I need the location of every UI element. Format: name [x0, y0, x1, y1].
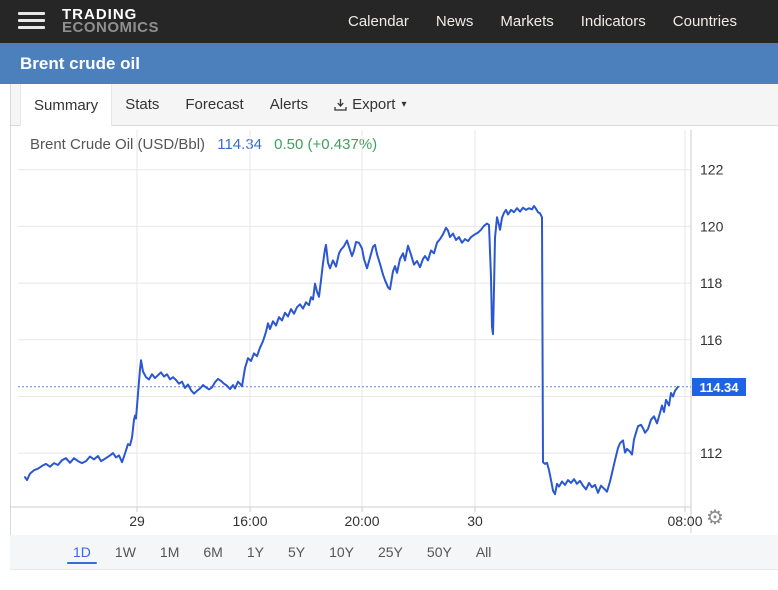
y-axis-label: 122: [700, 162, 724, 178]
range-5y[interactable]: 5Y: [287, 544, 306, 560]
trading-economics-logo[interactable]: TRADING ECONOMICS: [62, 6, 160, 36]
x-axis-label: 08:00: [667, 513, 702, 529]
tab-stats[interactable]: Stats: [112, 84, 172, 125]
range-selector: 1D 1W 1M 6M 1Y 5Y 10Y 25Y 50Y All: [10, 535, 778, 570]
content-panel: Summary Stats Forecast Alerts Export ▾: [10, 84, 778, 570]
tab-summary[interactable]: Summary: [20, 84, 113, 126]
main-nav: Calendar News Markets Indicators Countri…: [348, 0, 737, 43]
page-title: Brent crude oil: [20, 54, 140, 73]
tab-export[interactable]: Export ▾: [321, 84, 419, 125]
tab-summary-label: Summary: [34, 96, 99, 114]
nav-item-countries[interactable]: Countries: [672, 13, 737, 30]
range-50y[interactable]: 50Y: [426, 544, 452, 560]
range-1d[interactable]: 1D: [67, 535, 97, 569]
nav-item-indicators[interactable]: Indicators: [580, 13, 646, 30]
range-10y[interactable]: 10Y: [329, 544, 354, 560]
export-caret-down-icon: ▾: [401, 99, 407, 110]
chart-settings-gear-icon[interactable]: ⚙: [706, 507, 724, 529]
tab-alerts-label: Alerts: [269, 96, 309, 113]
x-axis-label: 20:00: [344, 513, 379, 529]
hamburger-menu-icon[interactable]: [18, 12, 45, 31]
tab-stats-label: Stats: [125, 96, 160, 113]
tab-export-label: Export: [352, 96, 396, 113]
export-download-icon: [334, 98, 347, 111]
y-axis-label: 118: [700, 275, 723, 291]
nav-item-calendar[interactable]: Calendar: [348, 13, 409, 30]
y-axis-label: 112: [700, 445, 723, 461]
logo-line-economics: ECONOMICS: [62, 19, 160, 36]
range-all[interactable]: All: [475, 544, 492, 560]
instrument-change: 0.50 (+0.437%): [274, 136, 378, 153]
logo-line-trading: TRADING: [62, 6, 138, 23]
x-axis-label: 29: [129, 513, 145, 529]
top-navbar: TRADING ECONOMICS Calendar News Markets …: [0, 0, 778, 43]
range-1y[interactable]: 1Y: [246, 544, 264, 560]
range-1m[interactable]: 1M: [159, 544, 180, 560]
price-chart-canvas[interactable]: 29 16:00 20:00 30 08:00 112 116 118 120 122: [0, 130, 778, 540]
range-25y[interactable]: 25Y: [377, 544, 403, 560]
nav-item-markets[interactable]: Markets: [500, 13, 554, 30]
nav-item-news[interactable]: News: [435, 13, 474, 30]
x-axis-label: 16:00: [232, 513, 267, 529]
x-axis-label: 30: [467, 513, 483, 529]
tab-forecast[interactable]: Forecast: [172, 84, 256, 125]
instrument-price: 114.34: [217, 136, 262, 153]
page-title-bar: Brent crude oil: [0, 43, 778, 84]
price-series-line[interactable]: [24, 205, 679, 496]
y-axis-label: 116: [700, 332, 723, 348]
instrument-name: Brent Crude Oil (USD/Bbl): [30, 136, 206, 153]
quote-header: Brent Crude Oil (USD/Bbl) 114.34 0.50 (+…: [30, 136, 377, 153]
range-1w[interactable]: 1W: [114, 544, 136, 560]
tab-strip: Summary Stats Forecast Alerts Export ▾: [11, 84, 778, 126]
current-price-label: 114.34: [699, 379, 739, 395]
tab-forecast-label: Forecast: [185, 96, 244, 113]
current-price-marker: 114.34: [692, 378, 746, 396]
range-6m[interactable]: 6M: [203, 544, 223, 560]
y-axis-label: 120: [700, 218, 724, 234]
tab-alerts[interactable]: Alerts: [257, 84, 321, 125]
